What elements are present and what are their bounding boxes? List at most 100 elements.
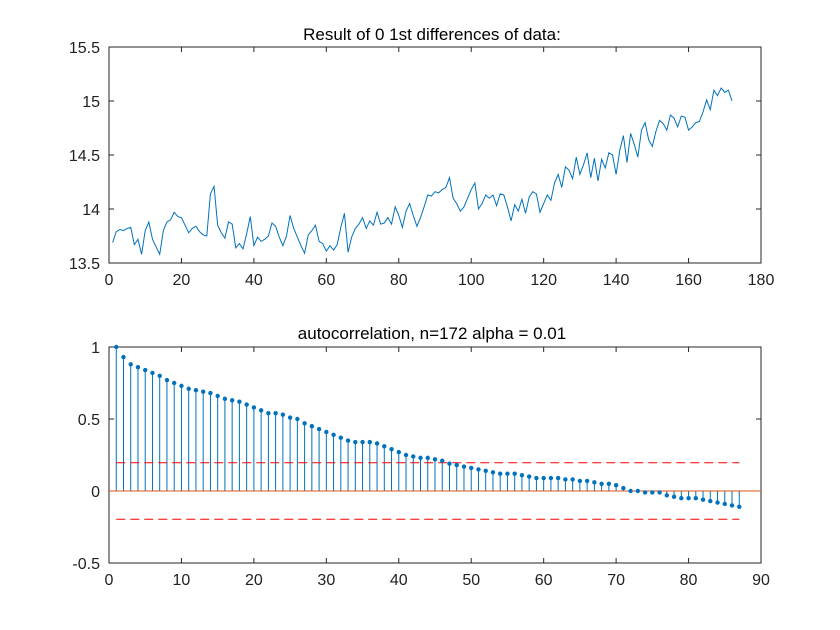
stem-marker	[592, 480, 597, 485]
stem-marker	[650, 490, 655, 495]
stem-marker	[215, 393, 220, 399]
stem-marker	[222, 396, 228, 402]
stem-marker	[548, 475, 554, 481]
x-tick-label: 70	[607, 572, 625, 589]
stem-marker	[418, 455, 423, 461]
y-tick-label: 0	[91, 484, 100, 501]
series-line	[112, 87, 733, 257]
stem-marker	[628, 488, 633, 494]
stem-marker	[454, 462, 459, 468]
stem-marker	[345, 438, 351, 443]
x-tick-label: 80	[680, 572, 698, 589]
stem-marker	[403, 452, 409, 458]
stem-marker	[686, 496, 691, 501]
stem-marker	[737, 504, 742, 510]
stem-marker	[389, 447, 394, 452]
stem-marker	[541, 475, 546, 481]
x-tick-label: 80	[390, 272, 408, 289]
stem-marker	[316, 426, 322, 432]
stem-marker	[679, 496, 684, 501]
y-tick-label: 14.5	[69, 148, 100, 165]
stem-marker	[432, 457, 438, 462]
stem-marker	[258, 408, 264, 413]
stem-marker	[280, 412, 286, 417]
stem-marker	[164, 377, 170, 383]
stem-marker	[584, 478, 590, 484]
stem-marker	[505, 471, 510, 476]
axis-ticks: 0 20 40 60 80 100 120 140 160 180 13.5 14 14.5 15 15.5	[69, 40, 775, 289]
stem-marker	[613, 483, 619, 488]
stem-marker	[135, 364, 141, 370]
x-tick-label: 180	[748, 272, 775, 289]
stem-marker	[606, 481, 612, 486]
stem-marker	[208, 390, 213, 396]
x-tick-label: 120	[530, 272, 557, 289]
stem-marker	[229, 398, 235, 403]
y-tick-label: 0.5	[78, 412, 100, 429]
stem-marker	[266, 411, 271, 416]
stem-marker	[512, 471, 517, 476]
stem-marker	[490, 470, 496, 475]
stem-marker	[577, 478, 583, 484]
y-tick-label: -0.5	[72, 556, 100, 573]
stem-marker	[534, 475, 539, 481]
x-tick-label: 30	[317, 572, 335, 589]
stem-marker	[715, 500, 720, 505]
stem-marker	[498, 471, 503, 476]
stem-marker	[671, 494, 677, 499]
stem-marker	[440, 458, 445, 463]
stem-marker	[331, 432, 336, 438]
stem-marker	[555, 475, 561, 481]
x-tick-label: 50	[462, 572, 480, 589]
stem-marker	[396, 449, 401, 455]
stem-marker	[193, 388, 199, 393]
x-tick-label: 40	[245, 272, 263, 289]
stem-marker	[657, 490, 662, 495]
x-tick-label: 90	[752, 572, 770, 589]
autocorrelation-chart-axes: autocorrelation, n=172 alpha = 0.01 0 10 2…	[72, 324, 770, 589]
stem-marker	[309, 424, 315, 429]
stem-marker	[642, 490, 648, 495]
stem-marker	[338, 435, 344, 440]
x-tick-label: 20	[245, 572, 263, 589]
stem-marker	[722, 501, 727, 507]
x-tick-label: 20	[173, 272, 191, 289]
y-tick-label: 15	[82, 94, 100, 111]
x-tick-label: 10	[173, 572, 191, 589]
stem-marker	[237, 399, 242, 404]
stem-marker	[693, 496, 698, 501]
stem-marker	[179, 383, 184, 389]
stem-marker	[273, 411, 278, 416]
stem-marker	[121, 354, 126, 360]
stem-marker	[287, 415, 293, 420]
stem-marker	[635, 488, 641, 494]
stem-marker	[295, 416, 300, 422]
stem-marker	[469, 465, 474, 471]
stem-marker	[570, 477, 575, 482]
y-tick-label: 14	[82, 202, 100, 219]
stem-marker	[353, 439, 358, 445]
stem-marker	[172, 380, 177, 386]
stem-marker	[483, 468, 488, 474]
stem-marker	[664, 493, 670, 498]
stem-marker	[302, 421, 307, 426]
line-chart-axes: Result of 0 1st differences of data: 0 20…	[69, 25, 775, 289]
stem-marker	[447, 461, 452, 466]
y-tick-label: 15.5	[69, 40, 100, 57]
chart-title: Result of 0 1st differences of data:	[303, 25, 561, 44]
x-tick-label: 60	[535, 572, 553, 589]
data-layer	[109, 344, 761, 520]
stem-marker	[374, 441, 380, 446]
axis-ticks: 0 10 20 30 40 50 60 70 80 90 -0.5 0 0.5 1	[72, 340, 770, 589]
x-tick-label: 40	[390, 572, 408, 589]
stem-marker	[708, 498, 713, 504]
x-tick-label: 60	[317, 272, 335, 289]
y-tick-label: 13.5	[69, 256, 100, 273]
stem-marker	[200, 389, 206, 394]
stem-marker	[244, 402, 249, 407]
stem-marker	[128, 362, 133, 367]
x-tick-label: 160	[675, 272, 702, 289]
stem-marker	[411, 454, 416, 459]
stem-marker	[186, 386, 191, 391]
